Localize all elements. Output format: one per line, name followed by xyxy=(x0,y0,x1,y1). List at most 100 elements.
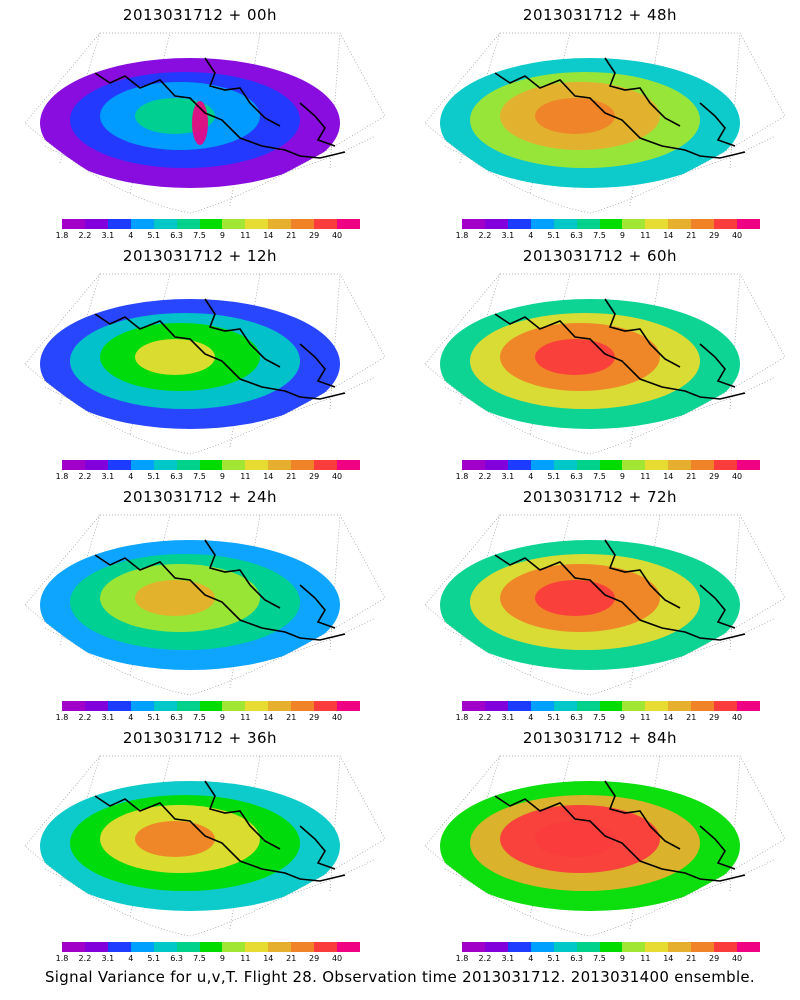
colorbar-label: 40 xyxy=(331,713,343,722)
colorbar-swatch xyxy=(714,701,738,711)
colorbar-label: 21 xyxy=(286,954,297,963)
colorbar-label: 29 xyxy=(309,713,320,722)
colorbar-swatch xyxy=(599,460,623,470)
colorbar-label: 9 xyxy=(219,472,225,481)
variance-field xyxy=(40,781,340,911)
colorbar-swatch xyxy=(668,942,692,952)
colorbar-label: 5.1 xyxy=(147,472,161,481)
colorbar-labels: 1.8 2.2 3.1 4 5.1 6.3 7.5 9 11 14 21 29 40 xyxy=(56,713,360,723)
variance-map xyxy=(24,514,386,696)
colorbar-label: 40 xyxy=(731,954,743,963)
colorbar-label: 9 xyxy=(619,231,625,240)
colorbar-swatch xyxy=(130,701,154,711)
colorbar xyxy=(62,942,360,952)
colorbar-swatch xyxy=(576,942,600,952)
colorbar-label: 1.8 xyxy=(55,231,69,240)
colorbar-labels: 1.8 2.2 3.1 4 5.1 6.3 7.5 9 11 14 21 29 40 xyxy=(56,472,360,482)
colorbar-swatch xyxy=(691,942,715,952)
colorbar-swatch xyxy=(245,460,269,470)
colorbar-label: 29 xyxy=(309,954,320,963)
forecast-panel: 2013031712 + 48h 1.8 2.2 3.1 4 5.1 6.3 7.5 9 11 14… xyxy=(400,0,800,240)
colorbar xyxy=(62,701,360,711)
colorbar-swatch xyxy=(314,460,338,470)
colorbar-labels: 1.8 2.2 3.1 4 5.1 6.3 7.5 9 11 14 21 29 40 xyxy=(56,954,360,964)
colorbar-swatch xyxy=(737,460,760,470)
colorbar-label: 5.1 xyxy=(547,231,561,240)
colorbar-label: 11 xyxy=(240,954,251,963)
colorbar-swatch xyxy=(599,942,623,952)
colorbar-swatch xyxy=(337,942,360,952)
colorbar-label: 4 xyxy=(128,713,134,722)
colorbar-label: 4 xyxy=(528,954,534,963)
colorbar-label: 2.2 xyxy=(78,713,92,722)
colorbar-label: 1.8 xyxy=(455,954,469,963)
colorbar-swatch xyxy=(84,942,108,952)
colorbar-swatch xyxy=(245,701,269,711)
variance-field-contour xyxy=(535,339,615,375)
variance-field xyxy=(440,58,740,188)
colorbar-label: 14 xyxy=(263,954,274,963)
colorbar-labels: 1.8 2.2 3.1 4 5.1 6.3 7.5 9 11 14 21 29 40 xyxy=(456,954,760,964)
colorbar-swatch xyxy=(62,942,85,952)
colorbar-label: 7.5 xyxy=(193,954,206,963)
colorbar-label: 29 xyxy=(709,713,720,722)
colorbar xyxy=(462,701,760,711)
colorbar-label: 6.3 xyxy=(570,231,583,240)
colorbar-label: 29 xyxy=(709,954,720,963)
colorbar-swatch xyxy=(668,460,692,470)
colorbar-label: 14 xyxy=(263,472,274,481)
colorbar-label: 2.2 xyxy=(478,713,492,722)
colorbar-swatch xyxy=(245,219,269,229)
colorbar-swatch xyxy=(599,219,623,229)
colorbar-label: 14 xyxy=(663,472,674,481)
colorbar-swatch xyxy=(199,219,223,229)
panel-title: 2013031712 + 12h xyxy=(122,247,278,265)
colorbar xyxy=(462,460,760,470)
colorbar-label: 4 xyxy=(128,472,134,481)
colorbar-swatch xyxy=(645,460,669,470)
colorbar-swatch xyxy=(222,219,246,229)
colorbar-swatch xyxy=(176,460,200,470)
colorbar-swatch xyxy=(84,460,108,470)
colorbar-swatch xyxy=(245,942,269,952)
colorbar-label: 14 xyxy=(663,231,674,240)
colorbar-swatch xyxy=(130,219,154,229)
variance-field xyxy=(440,540,740,670)
colorbar-label: 14 xyxy=(663,954,674,963)
colorbar-label: 5.1 xyxy=(547,713,561,722)
colorbar-label: 14 xyxy=(263,713,274,722)
colorbar-label: 3.1 xyxy=(501,231,515,240)
colorbar-swatch xyxy=(107,942,131,952)
colorbar-swatch xyxy=(530,219,554,229)
colorbar-swatch xyxy=(153,942,177,952)
colorbar-label: 5.1 xyxy=(147,231,161,240)
colorbar-swatch xyxy=(199,701,223,711)
colorbar-swatch xyxy=(530,460,554,470)
variance-field-contour xyxy=(535,580,615,616)
colorbar-swatch xyxy=(153,460,177,470)
colorbar-label: 21 xyxy=(686,472,697,481)
colorbar-label: 40 xyxy=(331,472,343,481)
colorbar-label: 4 xyxy=(528,472,534,481)
colorbar-swatch xyxy=(484,942,508,952)
variance-map xyxy=(424,755,786,937)
variance-field xyxy=(40,299,340,429)
variance-field xyxy=(40,58,340,188)
colorbar-swatch xyxy=(462,460,485,470)
panel-title: 2013031712 + 60h xyxy=(522,247,678,265)
colorbar-label: 2.2 xyxy=(78,472,92,481)
colorbar-swatch xyxy=(622,219,646,229)
colorbar-label: 14 xyxy=(663,713,674,722)
colorbar-label: 1.8 xyxy=(455,713,469,722)
forecast-panel: 2013031712 + 24h 1.8 2.2 3.1 4 5.1 6.3 7.5 9 11 14… xyxy=(0,482,400,722)
colorbar-label: 11 xyxy=(640,231,651,240)
colorbar-swatch xyxy=(553,219,577,229)
coastline xyxy=(94,780,346,882)
colorbar-label: 9 xyxy=(219,713,225,722)
colorbar-label: 2.2 xyxy=(478,231,492,240)
colorbar-swatch xyxy=(153,219,177,229)
colorbar-swatch xyxy=(668,701,692,711)
colorbar-swatch xyxy=(576,701,600,711)
colorbar-labels: 1.8 2.2 3.1 4 5.1 6.3 7.5 9 11 14 21 29 40 xyxy=(456,713,760,723)
variance-map xyxy=(424,514,786,696)
